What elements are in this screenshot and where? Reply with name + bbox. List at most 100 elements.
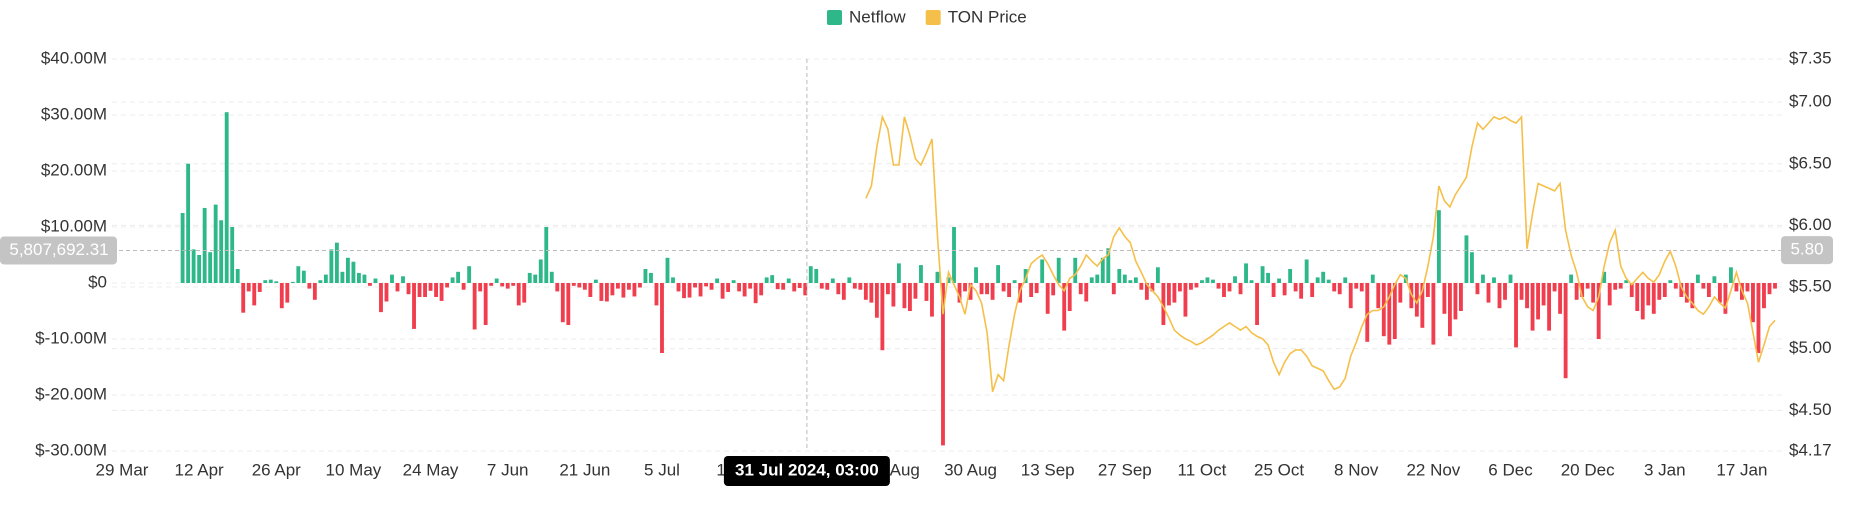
tooltip-label: 31 Jul 2024, 03:00 [735, 460, 879, 479]
bar [615, 283, 620, 289]
bar [1266, 272, 1271, 283]
bar [1128, 280, 1133, 283]
bar [467, 266, 472, 283]
bar [1657, 283, 1662, 300]
bar [792, 283, 797, 292]
y2-tick-label: $5.50 [1789, 277, 1832, 296]
bar [693, 283, 697, 288]
bar [312, 283, 317, 300]
bar [682, 283, 686, 299]
y2-tick-label: $7.35 [1789, 48, 1832, 67]
bar [632, 283, 637, 297]
bar [423, 283, 427, 297]
y-tick-label: $-10.00M [35, 328, 107, 347]
bar [1773, 283, 1777, 289]
bar [825, 283, 830, 290]
bar [290, 281, 295, 283]
bar [1056, 257, 1061, 283]
bar [1045, 283, 1050, 314]
bar [759, 283, 764, 296]
bar [1244, 263, 1248, 283]
bar [874, 283, 879, 318]
bar [1189, 283, 1193, 290]
bar [1679, 283, 1684, 297]
bar [1337, 283, 1342, 295]
bar [599, 283, 604, 301]
bar [1211, 279, 1215, 283]
x-tick-label: 12 Apr [175, 460, 224, 479]
bar [1255, 283, 1259, 325]
bar [610, 283, 615, 296]
bar [1470, 252, 1474, 283]
bar [213, 204, 218, 283]
bar [241, 283, 246, 313]
bar [1315, 277, 1320, 283]
bar [1304, 259, 1309, 283]
bar [1662, 283, 1667, 297]
bar [1078, 283, 1083, 295]
bar [649, 272, 653, 283]
bar [1420, 283, 1425, 328]
bar [737, 283, 742, 292]
bar [1541, 283, 1546, 306]
bar [803, 283, 808, 296]
bar [996, 265, 1001, 283]
y-tick-label: $20.00M [41, 160, 107, 179]
bar [687, 283, 692, 298]
bar [445, 283, 450, 288]
bar [863, 283, 868, 300]
bar [638, 283, 642, 288]
bar [1354, 283, 1359, 289]
bar [946, 277, 951, 283]
bar [1425, 283, 1430, 297]
bar [593, 279, 598, 283]
bar [362, 274, 367, 283]
bar [930, 283, 934, 317]
bar [974, 267, 978, 283]
bar [1574, 283, 1579, 300]
bar [748, 283, 753, 289]
bar [456, 271, 461, 283]
x-tick-label: 5 Jul [644, 460, 680, 479]
bar [1558, 283, 1563, 314]
bar [412, 283, 416, 329]
bar [891, 283, 896, 307]
y2-tick-label: $6.50 [1789, 153, 1832, 172]
x-tick-label: 17 Jan [1716, 460, 1767, 479]
x-tick-label: 26 Apr [252, 460, 301, 479]
bar [1629, 283, 1634, 297]
bar [1613, 283, 1618, 290]
bar [698, 283, 703, 297]
bar [858, 283, 863, 290]
bar [626, 283, 631, 290]
bar [1392, 283, 1397, 339]
bar [340, 271, 345, 283]
bar [472, 283, 477, 330]
bar [1139, 283, 1144, 290]
bar [1492, 277, 1496, 283]
bar [1238, 283, 1243, 295]
bar [1089, 277, 1094, 283]
x-tick-label: 21 Jun [559, 460, 610, 479]
bar [186, 163, 191, 283]
bar [428, 283, 433, 291]
bar [919, 265, 923, 283]
bar [753, 283, 758, 304]
bar [274, 281, 279, 283]
y2-tick-label: $7.00 [1789, 92, 1832, 111]
x-tick-label: 20 Dec [1561, 460, 1615, 479]
bar [852, 283, 857, 289]
bar [671, 277, 675, 283]
y-tick-label: $-20.00M [35, 384, 107, 403]
bar [1023, 269, 1028, 283]
crosshair-y-label: 5,807,692.31 [9, 240, 108, 259]
bar [720, 283, 725, 299]
bar [979, 283, 984, 295]
x-tick-label: 24 May [403, 460, 459, 479]
bar [781, 283, 786, 290]
bar [643, 269, 648, 283]
bar [246, 283, 251, 292]
bar [1706, 283, 1711, 297]
bar [1282, 283, 1287, 296]
y-tick-label: $-30.00M [35, 440, 107, 459]
